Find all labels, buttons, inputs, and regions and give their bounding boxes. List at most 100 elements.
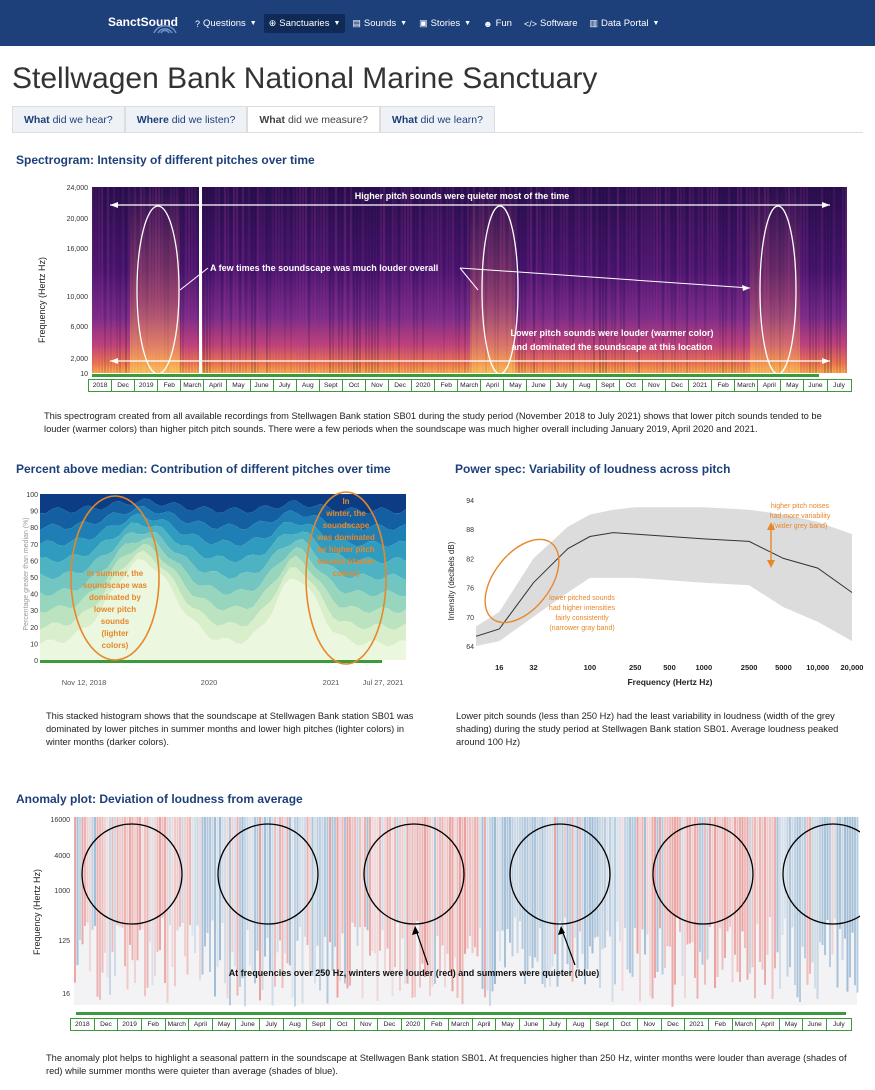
- nav-item-software[interactable]: </> Software: [519, 14, 583, 33]
- anomaly-stripe: [569, 817, 571, 973]
- timeline-month: April: [473, 1019, 497, 1030]
- pam-x-tick: 2020: [201, 678, 218, 687]
- timeline-month: April: [481, 380, 505, 391]
- anomaly-stripe: [256, 817, 259, 951]
- spec-stripe: [815, 187, 817, 373]
- spec-stripe: [728, 187, 730, 373]
- tab-strong: Where: [136, 114, 169, 126]
- anomaly-stripe: [266, 817, 269, 939]
- spec-stripe: [833, 187, 835, 373]
- nav-item-stories[interactable]: ▣ Stories ▼: [414, 14, 476, 33]
- anomaly-stripe: [616, 817, 619, 922]
- tab-rest: did we hear?: [49, 114, 113, 126]
- an-y-tick: 16000: [51, 817, 71, 824]
- anomaly-stripe: [119, 817, 121, 927]
- nav-item-label: Software: [539, 18, 578, 29]
- spec-stripe: [689, 187, 691, 373]
- anomaly-stripe: [174, 817, 176, 987]
- nav-item-questions[interactable]: ? Questions ▼: [190, 14, 262, 33]
- spec-stripe: [545, 187, 547, 373]
- anomaly-stripe: [351, 817, 354, 923]
- timeline-month: 2021: [685, 1019, 709, 1030]
- timeline-month: Dec: [112, 380, 136, 391]
- timeline-month: 2020: [402, 1019, 426, 1030]
- ps-left-line: (narrower gray band): [549, 625, 614, 632]
- tab-1[interactable]: What did we hear?: [12, 106, 125, 133]
- an-arrow-1: [415, 929, 429, 966]
- pam-winter-line: sounds (darker: [317, 557, 375, 566]
- nav-item-data-portal[interactable]: ▥ Data Portal ▼: [584, 14, 664, 33]
- anomaly-stripe: [806, 817, 809, 985]
- spec-stripe: [353, 187, 355, 373]
- anomaly-stripe: [614, 817, 616, 985]
- percent-above-median-description: This stacked histogram shows that the so…: [46, 711, 414, 747]
- nav-item-fun[interactable]: ☻ Fun: [478, 14, 517, 33]
- spec-stripe: [455, 187, 457, 373]
- spec-stripe: [122, 187, 124, 373]
- spec-stripe: [251, 187, 253, 373]
- timeline-month: Nov: [355, 1019, 379, 1030]
- spec-stripe: [437, 187, 439, 373]
- nav-item-sanctuaries[interactable]: ⊕ Sanctuaries ▼: [263, 14, 346, 33]
- anomaly-stripe: [826, 817, 829, 920]
- anomaly-stripe: [279, 817, 281, 941]
- spec-stripe: [320, 187, 322, 373]
- anomaly-stripe: [584, 817, 586, 985]
- anomaly-stripe: [666, 817, 669, 947]
- anomaly-stripe: [89, 817, 91, 972]
- anomaly-stripe: [824, 817, 826, 956]
- spec-stripe: [245, 187, 247, 373]
- spec-stripe: [443, 187, 445, 373]
- anomaly-stripe: [699, 817, 701, 952]
- anomaly-stripe: [789, 817, 791, 968]
- pam-summer-line: dominated by: [89, 593, 142, 602]
- pam-band: [40, 558, 406, 660]
- timeline-month: Dec: [666, 380, 690, 391]
- ps-x-tick: 5000: [775, 663, 792, 672]
- timeline-month: June: [803, 1019, 827, 1030]
- anomaly-stripe: [644, 817, 646, 955]
- spec-stripe: [524, 187, 526, 373]
- tab-4[interactable]: What did we learn?: [379, 106, 495, 133]
- spec-stripe: [284, 187, 286, 373]
- spec-stripe: [281, 187, 283, 373]
- spec-stripe: [239, 187, 241, 373]
- timeline-month: Dec: [95, 1019, 119, 1030]
- spec-stripe: [275, 187, 277, 373]
- anomaly-stripe: [684, 817, 686, 998]
- tab-3[interactable]: What did we measure?: [247, 106, 380, 133]
- anomaly-stripe: [769, 817, 771, 917]
- code-icon: </>: [523, 18, 537, 29]
- nav-item-sounds[interactable]: ▤ Sounds ▼: [347, 14, 412, 33]
- timeline-month: April: [756, 1019, 780, 1030]
- tab-2[interactable]: Where did we listen?: [124, 106, 248, 133]
- spec-stripe: [680, 187, 682, 373]
- anomaly-stripe: [519, 817, 521, 922]
- ps-ylabel: Intensity (decibels dB): [447, 541, 456, 620]
- anomaly-stripe: [404, 817, 406, 984]
- anomaly-stripe: [796, 817, 799, 998]
- spec-stripe: [389, 187, 391, 373]
- spec-stripe: [668, 187, 670, 373]
- anomaly-stripe: [396, 817, 399, 923]
- pam-band: [40, 498, 406, 531]
- spec-stripe: [431, 187, 433, 373]
- anomaly-stripe: [336, 817, 339, 998]
- spec-y-tick: 10: [80, 371, 88, 378]
- anomaly-stripe: [349, 817, 351, 986]
- anomaly-stripe: [676, 817, 679, 917]
- anomaly-stripe: [296, 817, 299, 941]
- ps-right-line: (wider grey band): [773, 523, 827, 530]
- anomaly-stripe: [321, 817, 324, 975]
- ps-y-tick: 76: [466, 586, 474, 593]
- spec-stripe: [293, 187, 295, 373]
- timeline-month: July: [833, 382, 845, 389]
- timeline-month: Sept: [307, 1019, 331, 1030]
- spec-stripe: [308, 187, 310, 373]
- spec-stripe: [206, 187, 208, 373]
- brand-logo[interactable]: SanctSound: [108, 15, 179, 29]
- spec-stripe: [416, 187, 418, 373]
- caret-down-icon: ▼: [249, 20, 257, 27]
- spec-annotation-bottom-1: Lower pitch sounds were louder (warmer c…: [510, 328, 713, 338]
- anomaly-stripe: [621, 817, 624, 991]
